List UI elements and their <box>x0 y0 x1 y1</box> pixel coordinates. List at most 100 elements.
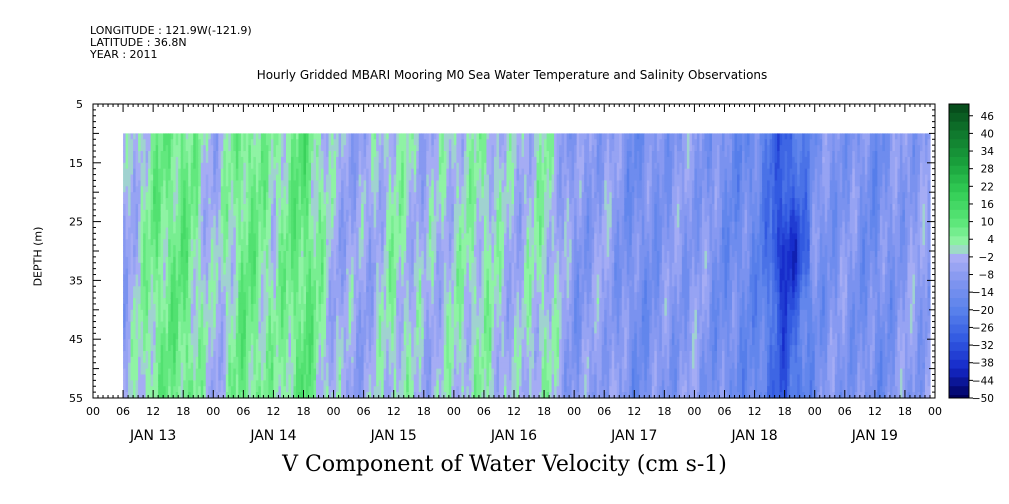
heatmap-cell <box>208 274 212 281</box>
heatmap-cell <box>300 286 305 293</box>
heatmap-cell <box>268 151 272 158</box>
heatmap-cell <box>253 315 257 323</box>
heatmap-cell <box>270 186 275 193</box>
heatmap-cell <box>218 345 222 352</box>
heatmap-cell <box>203 298 207 305</box>
heatmap-cell <box>275 174 280 182</box>
heatmap-cell <box>128 215 132 223</box>
heatmap-cell <box>293 368 297 376</box>
heatmap-cell <box>351 274 355 281</box>
heatmap-cell <box>158 162 162 170</box>
heatmap-cell <box>210 280 214 287</box>
heatmap-cell <box>158 386 162 393</box>
heatmap-cell <box>165 168 169 176</box>
heatmap-cell <box>243 151 247 158</box>
heatmap-cell <box>175 151 179 158</box>
heatmap-cell <box>343 198 347 205</box>
heatmap-cell <box>290 227 295 234</box>
heatmap-cell <box>138 298 142 305</box>
heatmap-cell <box>125 145 129 152</box>
heatmap-cell <box>200 368 204 376</box>
heatmap-cell <box>341 209 345 217</box>
heatmap-cell <box>336 186 340 193</box>
heatmap-cell <box>348 303 352 311</box>
heatmap-cell <box>361 139 365 146</box>
heatmap-cell <box>368 227 372 234</box>
heatmap-cell <box>396 186 400 193</box>
heatmap-cell <box>388 333 392 340</box>
heatmap-cell <box>353 315 357 323</box>
heatmap-cell <box>125 286 129 293</box>
heatmap-cell <box>173 327 177 334</box>
heatmap-cell <box>346 221 350 229</box>
heatmap-cell <box>318 239 322 246</box>
heatmap-cell <box>285 251 290 258</box>
heatmap-cell <box>130 151 134 158</box>
heatmap-cell <box>306 345 310 352</box>
heatmap-cell <box>346 156 350 164</box>
heatmap-cell <box>250 156 254 164</box>
heatmap-cell <box>398 192 402 199</box>
heatmap-cell <box>381 292 385 299</box>
heatmap-cell <box>356 368 360 376</box>
heatmap-cell <box>300 180 305 187</box>
heatmap-cell <box>293 262 297 270</box>
heatmap-cell <box>190 209 194 217</box>
heatmap-cell <box>290 339 295 346</box>
heatmap-cell <box>243 162 247 170</box>
heatmap-cell <box>398 133 402 140</box>
heatmap-cell <box>331 262 335 270</box>
heatmap-cell <box>285 139 290 146</box>
heatmap-cell <box>205 180 209 187</box>
heatmap-cell <box>278 356 282 364</box>
heatmap-cell <box>125 245 129 252</box>
heatmap-cell <box>125 315 129 323</box>
heatmap-cell <box>280 221 285 229</box>
heatmap-cell <box>128 256 132 264</box>
heatmap-cell <box>243 350 247 358</box>
heatmap-cell <box>353 368 357 376</box>
heatmap-cell <box>346 362 350 370</box>
heatmap-cell <box>263 151 267 158</box>
heatmap-cell <box>235 286 239 293</box>
heatmap-cell <box>203 292 207 299</box>
heatmap-cell <box>336 133 340 140</box>
heatmap-cell <box>393 203 397 211</box>
heatmap-cell <box>135 227 139 234</box>
heatmap-cell <box>361 262 365 270</box>
heatmap-cell <box>185 286 189 293</box>
heatmap-cell <box>351 151 355 158</box>
heatmap-cell <box>138 151 142 158</box>
heatmap-cell <box>363 286 367 293</box>
heatmap-cell <box>148 162 152 170</box>
heatmap-cell <box>306 162 310 170</box>
heatmap-cell <box>323 215 327 223</box>
heatmap-cell <box>235 203 239 211</box>
heatmap-cell <box>235 350 239 358</box>
heatmap-cell <box>361 251 365 258</box>
heatmap-cell <box>268 168 272 176</box>
heatmap-cell <box>153 198 157 205</box>
heatmap-cell <box>133 368 137 376</box>
heatmap-cell <box>328 256 332 264</box>
heatmap-cell <box>193 298 197 305</box>
heatmap-cell <box>180 168 184 176</box>
heatmap-cell <box>396 368 400 376</box>
heatmap-cell <box>190 233 194 240</box>
heatmap-cell <box>290 298 295 305</box>
heatmap-cell <box>218 321 222 329</box>
heatmap-cell <box>195 350 199 358</box>
heatmap-cell <box>140 192 144 199</box>
heatmap-cell <box>356 268 360 276</box>
heatmap-cell <box>378 174 382 182</box>
heatmap-cell <box>223 286 227 293</box>
heatmap-cell <box>255 245 259 252</box>
heatmap-cell <box>158 174 162 182</box>
heatmap-cell <box>133 139 137 146</box>
heatmap-cell <box>258 192 262 199</box>
heatmap-cell <box>155 309 159 317</box>
heatmap-cell <box>373 162 377 170</box>
heatmap-cell <box>361 392 365 399</box>
heatmap-cell <box>368 209 372 217</box>
heatmap-cell <box>318 356 322 364</box>
